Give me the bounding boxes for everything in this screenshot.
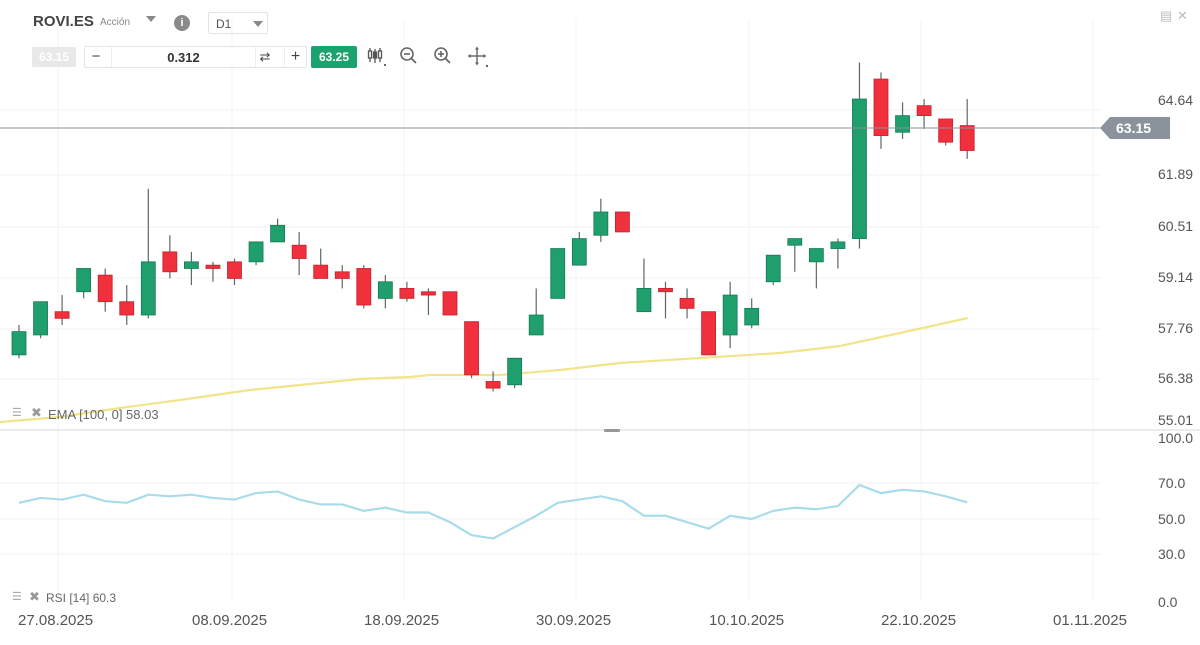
timeframe-caret-icon <box>253 21 263 27</box>
quantity-input[interactable]: 0.312 <box>111 47 256 67</box>
ema-remove-icon[interactable]: ✖ <box>31 405 42 420</box>
price-tick: 57.76 <box>1158 320 1194 336</box>
price-tick: 59.14 <box>1158 269 1194 285</box>
rsi-remove-icon[interactable]: ✖ <box>29 589 40 604</box>
decrease-quantity-button[interactable]: − <box>91 48 101 65</box>
rsi-tick: 30.0 <box>1158 546 1186 562</box>
last-price-tag: 63.15 <box>1100 117 1170 139</box>
time-tick: 27.08.2025 <box>18 612 94 629</box>
ema-label: EMA [100, 0] 58.03 <box>48 407 159 422</box>
rsi-tick: 100.0 <box>1158 430 1194 446</box>
close-chart-icon[interactable]: ✕ <box>1177 8 1188 23</box>
time-tick: 08.09.2025 <box>192 612 268 629</box>
rsi-tick: 70.0 <box>1158 475 1186 491</box>
time-tick: 22.10.2025 <box>881 612 957 629</box>
chart-header: ROVI.ES Acción i D1 63.15 − 0.312 ⇄ + 63… <box>0 0 1200 80</box>
price-tick: 64.64 <box>1158 92 1194 108</box>
rsi-tick: 50.0 <box>1158 511 1186 527</box>
rsi-tick: 0.0 <box>1158 594 1178 610</box>
increase-quantity-button[interactable]: + <box>284 47 306 67</box>
price-tick: 60.51 <box>1158 218 1194 234</box>
symbol-dropdown-caret-icon[interactable] <box>146 16 156 22</box>
price-tick: 56.38 <box>1158 370 1194 386</box>
swap-icon[interactable]: ⇄ <box>259 49 271 64</box>
rsi-label: RSI [14] 60.3 <box>46 591 117 605</box>
zoom-in-icon[interactable] <box>432 45 454 67</box>
time-tick: 30.09.2025 <box>536 612 612 629</box>
instrument-type: Acción <box>100 17 131 28</box>
ema-settings-icon[interactable]: ☰ <box>12 407 22 419</box>
rsi-settings-icon[interactable]: ☰ <box>12 591 22 603</box>
timeframe-select[interactable]: D1 <box>208 12 268 34</box>
candlestick-type-icon[interactable] <box>366 45 388 67</box>
price-tick: 61.89 <box>1158 166 1194 182</box>
time-tick: 18.09.2025 <box>364 612 440 629</box>
sell-price-button[interactable]: 63.15 <box>32 47 76 67</box>
buy-price-button[interactable]: 63.25 <box>311 46 357 68</box>
crosshair-move-icon[interactable] <box>466 45 488 67</box>
timeframe-value: D1 <box>216 17 232 31</box>
price-tick: 55.01 <box>1158 412 1194 428</box>
symbol-name[interactable]: ROVI.ES <box>33 13 94 30</box>
collapse-panel-icon[interactable]: ▤ <box>1160 8 1173 23</box>
zoom-out-icon[interactable] <box>398 45 420 67</box>
time-tick: 10.10.2025 <box>709 612 785 629</box>
time-tick: 01.11.2025 <box>1053 612 1127 629</box>
last-price-value: 63.15 <box>1116 120 1152 136</box>
info-icon[interactable]: i <box>174 15 190 31</box>
quantity-stepper: − 0.312 ⇄ + <box>84 46 307 68</box>
